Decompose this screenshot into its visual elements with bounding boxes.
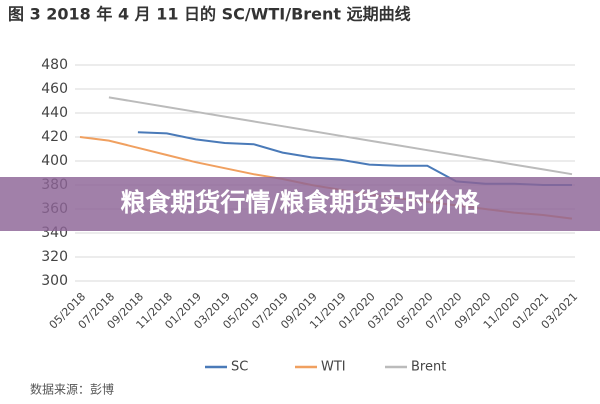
y-tick-label: 300 [41,273,68,289]
y-tick-label: 320 [41,249,68,265]
y-tick-label: 400 [41,153,68,169]
legend-label: Brent [411,360,446,375]
y-tick-label: 420 [41,129,68,145]
legend-label: SC [231,360,248,375]
banner-band [0,177,600,231]
source-note: 数据来源：彭博 [30,382,114,397]
legend-label: WTI [321,360,346,375]
chart-title: 图 3 2018 年 4 月 11 日的 SC/WTI/Brent 远期曲线 [8,5,411,24]
banner-text: 粮食期货行情/粮食期货实时价格 [120,188,480,217]
y-tick-label: 480 [41,57,68,73]
series-line [108,96,573,176]
y-tick-label: 460 [41,81,68,97]
y-tick-label: 440 [41,105,68,121]
